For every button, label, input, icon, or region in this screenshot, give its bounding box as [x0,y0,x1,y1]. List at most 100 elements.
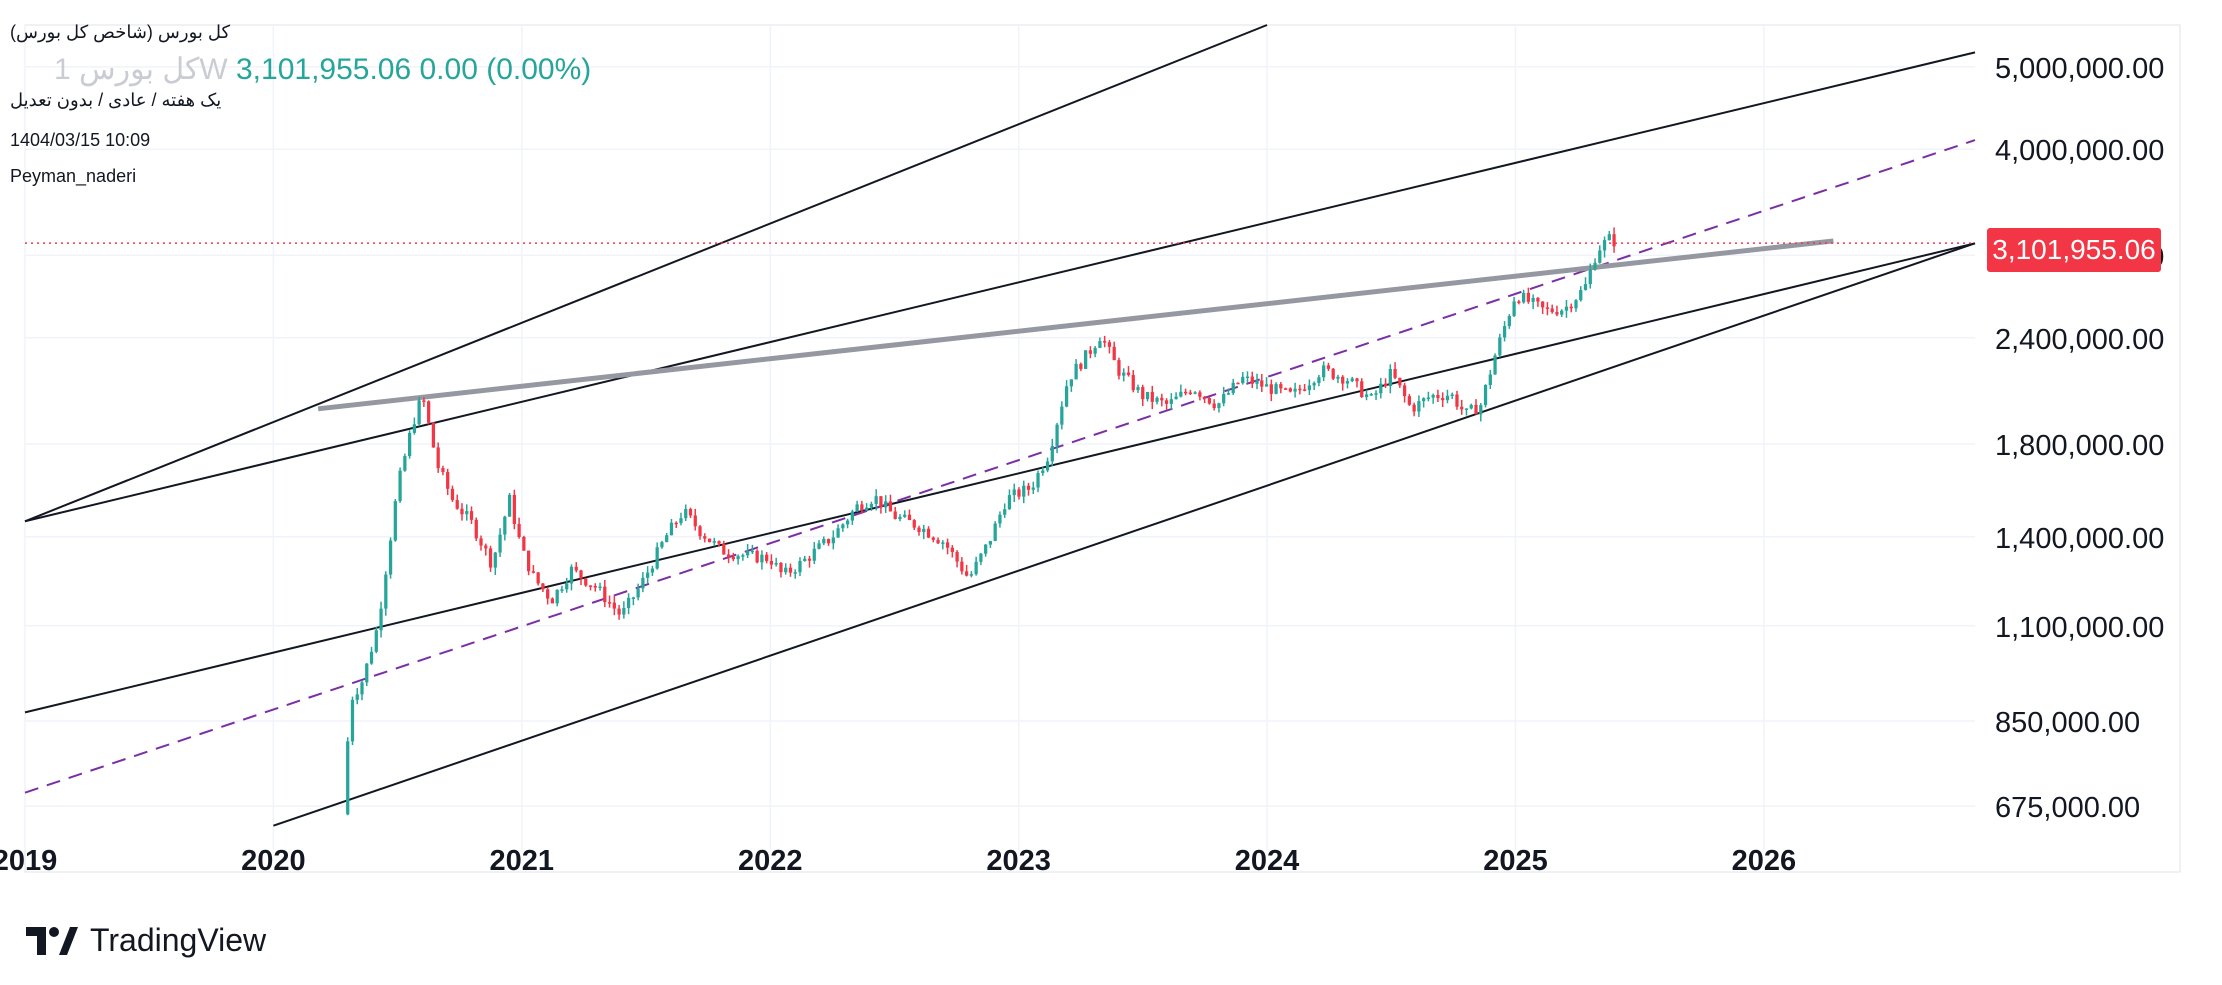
candle[interactable] [1093,347,1097,354]
candle[interactable] [493,552,497,568]
candle[interactable] [1060,406,1064,425]
candle[interactable] [1560,310,1564,315]
candle[interactable] [1526,292,1531,302]
candle[interactable] [741,555,745,557]
candle[interactable] [636,588,640,598]
candle[interactable] [1436,394,1440,399]
candle[interactable] [1488,374,1492,385]
candle[interactable] [760,554,764,563]
candle[interactable] [684,508,688,519]
candle[interactable] [1317,377,1321,383]
candle[interactable] [526,550,531,572]
candle[interactable] [1017,489,1021,497]
candle[interactable] [1341,376,1345,384]
candle[interactable] [831,537,835,544]
candle[interactable] [688,508,693,516]
candle[interactable] [498,534,502,553]
candle[interactable] [1136,387,1140,391]
candle[interactable] [365,663,369,683]
candle[interactable] [1055,424,1059,447]
candle[interactable] [865,507,869,511]
candle[interactable] [1598,250,1602,263]
candle[interactable] [874,496,878,504]
candle[interactable] [469,511,474,520]
candle[interactable] [1179,391,1183,397]
candle[interactable] [1379,383,1383,394]
candle[interactable] [1203,396,1207,399]
candle[interactable] [412,424,417,433]
candle[interactable] [841,524,845,529]
candle[interactable] [617,608,621,615]
candle[interactable] [436,447,440,469]
candle[interactable] [541,583,545,590]
candle[interactable] [1541,301,1545,308]
candle[interactable] [1607,234,1611,241]
candle[interactable] [1283,388,1288,390]
candle[interactable] [1064,386,1069,407]
candle[interactable] [355,694,359,700]
drawings[interactable] [24,24,1976,827]
candle[interactable] [964,571,969,576]
candle[interactable] [1498,337,1502,356]
candle[interactable] [1422,398,1426,402]
candle[interactable] [1464,408,1469,410]
candle[interactable] [922,528,926,533]
candle[interactable] [446,472,450,489]
candle[interactable] [603,586,607,603]
time-axis[interactable]: 2019 2020 2021 2022 2023 2024 2025 2026 [0,845,1796,877]
candle[interactable] [1022,485,1026,497]
candle[interactable] [1569,306,1573,309]
candle[interactable] [807,558,812,561]
candle[interactable] [1298,388,1302,391]
candle[interactable] [465,511,469,515]
candle[interactable] [998,514,1002,524]
candle[interactable] [812,548,816,561]
candle[interactable] [536,572,540,584]
candle[interactable] [1212,403,1216,409]
candle[interactable] [1450,394,1454,396]
candle[interactable] [626,597,631,608]
candle[interactable] [1160,397,1164,401]
candle[interactable] [826,539,831,544]
candle[interactable] [1374,393,1378,395]
candle[interactable] [1531,297,1535,302]
candle[interactable] [598,586,602,589]
candle[interactable] [1264,384,1269,387]
candle[interactable] [479,538,483,546]
candle[interactable] [1545,307,1550,309]
candle[interactable] [779,562,783,573]
candle[interactable] [1183,391,1188,394]
candle[interactable] [455,500,459,509]
candle[interactable] [1326,365,1331,369]
candle[interactable] [460,508,464,515]
candle[interactable] [512,494,516,525]
candle[interactable] [1322,365,1326,378]
candle[interactable] [369,651,374,664]
candle[interactable] [1398,377,1402,386]
candle[interactable] [360,682,364,695]
candle[interactable] [1041,470,1045,474]
candle[interactable] [622,607,626,615]
candle[interactable] [1250,376,1254,384]
candle[interactable] [388,540,393,575]
candle[interactable] [903,514,907,517]
candle[interactable] [1274,384,1278,394]
candle[interactable] [1417,401,1421,412]
candle[interactable] [569,566,574,584]
candle[interactable] [731,556,735,560]
candle[interactable] [1388,368,1392,387]
candle[interactable] [417,400,421,425]
candle[interactable] [503,516,507,535]
candle[interactable] [931,537,935,540]
candle[interactable] [1502,326,1507,338]
candle[interactable] [398,470,402,502]
candle[interactable] [560,589,564,591]
candle[interactable] [1579,289,1583,301]
candle[interactable] [1536,297,1540,302]
candle[interactable] [1355,378,1359,382]
candle[interactable] [1222,393,1226,404]
candle[interactable] [579,570,583,579]
candle[interactable] [1369,394,1373,396]
candle[interactable] [374,630,378,652]
candle[interactable] [1269,384,1273,394]
